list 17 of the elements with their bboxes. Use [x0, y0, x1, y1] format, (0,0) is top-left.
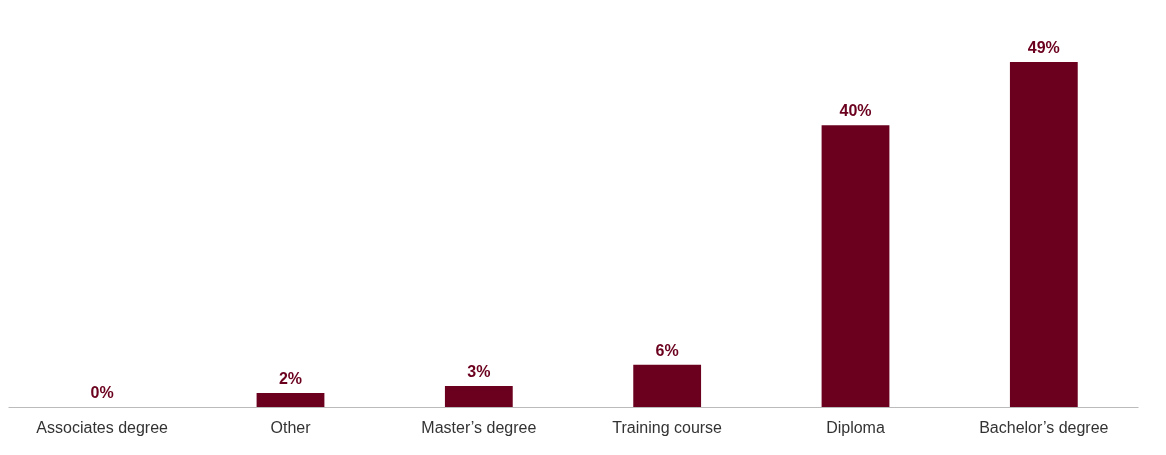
x-tick-label: Bachelor’s degree: [979, 418, 1109, 436]
bar: [1009, 62, 1078, 407]
data-label: 6%: [655, 341, 679, 359]
x-tick-label: Diploma: [826, 418, 885, 436]
data-label: 3%: [467, 362, 491, 380]
data-label: 0%: [90, 384, 114, 401]
bar: [256, 392, 325, 407]
data-label: 49%: [1027, 39, 1060, 56]
bar: [821, 125, 890, 407]
x-tick-label: Training course: [612, 418, 723, 436]
data-label: 2%: [278, 369, 303, 387]
bar: [444, 385, 513, 407]
x-tick-label: Other: [270, 418, 312, 436]
x-tick-label: Associates degree: [36, 418, 169, 436]
data-label: 40%: [839, 102, 872, 120]
x-tick-label: Master’s degree: [421, 418, 537, 436]
bar: [633, 364, 702, 407]
